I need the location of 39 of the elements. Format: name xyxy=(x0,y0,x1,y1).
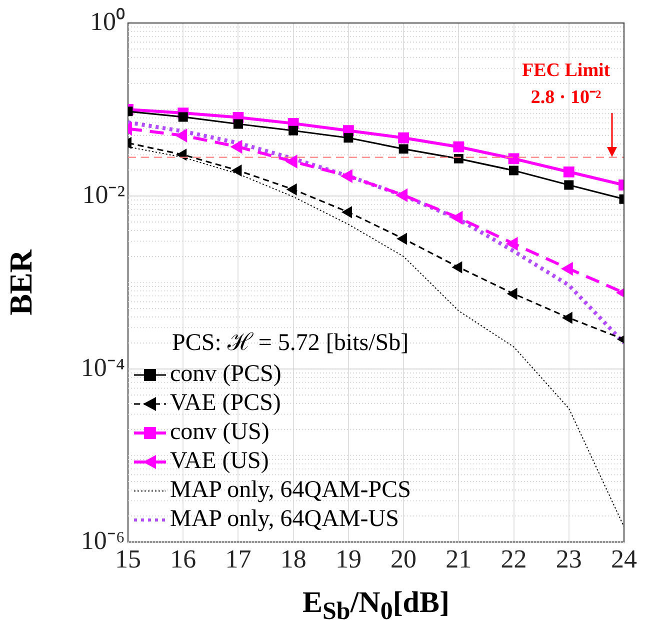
point xyxy=(342,206,352,218)
point xyxy=(451,211,463,224)
x-tick-label: 19 xyxy=(335,544,362,574)
point xyxy=(397,233,408,244)
y-tick-label: 10⁰ xyxy=(90,6,125,36)
x-tick-label: 17 xyxy=(225,544,252,574)
legend-label: MAP only, 64QAM-PCS xyxy=(170,476,411,505)
legend-label: conv (US) xyxy=(170,418,270,447)
x-tick-label: 21 xyxy=(446,544,472,574)
point xyxy=(286,184,297,196)
x-tick-label: 22 xyxy=(500,544,527,574)
point xyxy=(233,119,243,129)
point xyxy=(561,262,573,276)
ref-line-label: FEC Limit 2.8 · 10⁻² xyxy=(522,59,610,110)
y-axis-title: BER xyxy=(2,248,38,316)
point xyxy=(396,188,408,202)
y-tick-label: 10⁻⁴ xyxy=(80,352,125,382)
x-tick-label: 18 xyxy=(280,544,306,574)
point xyxy=(507,288,518,300)
point xyxy=(398,144,408,154)
x-tick-label: 20 xyxy=(390,544,417,574)
point xyxy=(562,312,572,324)
legend-label: conv (PCS) xyxy=(170,360,282,389)
legend-label: VAE (PCS) xyxy=(170,389,281,418)
x-tick-label: 24 xyxy=(611,544,637,574)
legend-title: PCS: ℋ = 5.72 [bits/Sb] xyxy=(172,329,410,358)
x-axis-title: E$_{Sb}$/N$_{0}$[dB] xyxy=(302,586,450,626)
point xyxy=(344,133,354,143)
point xyxy=(340,170,352,183)
point xyxy=(398,132,410,144)
y-tick-label: 10⁻² xyxy=(82,180,126,209)
x-tick-label: 16 xyxy=(170,544,196,574)
legend-label: MAP only, 64QAM-US xyxy=(170,505,399,534)
legend-label: VAE (US) xyxy=(170,447,269,476)
point xyxy=(506,237,518,250)
point xyxy=(452,262,462,273)
point xyxy=(178,112,188,122)
x-tick-label: 23 xyxy=(556,544,582,574)
point xyxy=(288,126,298,136)
